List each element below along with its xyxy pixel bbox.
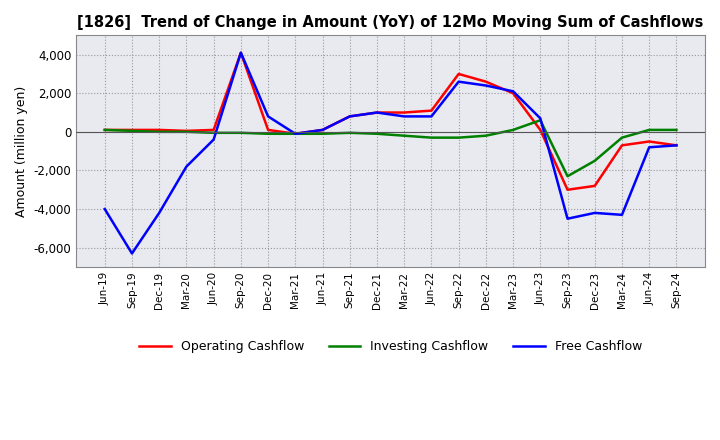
Operating Cashflow [237,50,246,55]
Investing Cashflow [291,131,300,136]
Investing Cashflow [155,129,163,135]
Operating Cashflow [346,114,354,119]
Free Cashflow [482,83,490,88]
Free Cashflow [264,114,272,119]
Line: Investing Cashflow: Investing Cashflow [104,120,676,176]
Free Cashflow [563,216,572,221]
Investing Cashflow [427,135,436,140]
Investing Cashflow [590,158,599,163]
Free Cashflow [318,127,327,132]
Investing Cashflow [318,131,327,136]
Free Cashflow [645,145,654,150]
Free Cashflow [454,79,463,84]
Investing Cashflow [346,130,354,136]
Investing Cashflow [482,133,490,138]
Operating Cashflow [210,127,218,132]
Free Cashflow [400,114,408,119]
Investing Cashflow [509,127,518,132]
Investing Cashflow [536,117,544,123]
Operating Cashflow [645,139,654,144]
Investing Cashflow [618,135,626,140]
Free Cashflow [127,251,136,256]
Y-axis label: Amount (million yen): Amount (million yen) [15,85,28,217]
Investing Cashflow [264,131,272,136]
Free Cashflow [618,212,626,217]
Investing Cashflow [373,131,382,136]
Operating Cashflow [127,127,136,132]
Operating Cashflow [427,108,436,113]
Free Cashflow [155,210,163,216]
Line: Operating Cashflow: Operating Cashflow [104,53,676,190]
Line: Free Cashflow: Free Cashflow [104,53,676,253]
Operating Cashflow [264,127,272,132]
Operating Cashflow [509,91,518,96]
Investing Cashflow [400,133,408,138]
Free Cashflow [672,143,680,148]
Investing Cashflow [672,127,680,132]
Free Cashflow [182,164,191,169]
Operating Cashflow [100,127,109,132]
Free Cashflow [536,116,544,121]
Operating Cashflow [318,127,327,132]
Free Cashflow [237,50,246,55]
Free Cashflow [291,131,300,136]
Free Cashflow [590,210,599,216]
Operating Cashflow [373,110,382,115]
Investing Cashflow [237,130,246,136]
Title: [1826]  Trend of Change in Amount (YoY) of 12Mo Moving Sum of Cashflows: [1826] Trend of Change in Amount (YoY) o… [77,15,703,30]
Free Cashflow [100,206,109,212]
Free Cashflow [509,89,518,94]
Investing Cashflow [645,127,654,132]
Operating Cashflow [400,110,408,115]
Operating Cashflow [618,143,626,148]
Operating Cashflow [590,183,599,188]
Investing Cashflow [100,127,109,132]
Free Cashflow [346,114,354,119]
Legend: Operating Cashflow, Investing Cashflow, Free Cashflow: Operating Cashflow, Investing Cashflow, … [134,335,647,358]
Free Cashflow [427,114,436,119]
Investing Cashflow [210,130,218,136]
Investing Cashflow [127,128,136,133]
Operating Cashflow [155,127,163,132]
Operating Cashflow [182,128,191,133]
Operating Cashflow [563,187,572,192]
Operating Cashflow [482,79,490,84]
Investing Cashflow [454,135,463,140]
Operating Cashflow [672,143,680,148]
Operating Cashflow [454,71,463,77]
Free Cashflow [373,110,382,115]
Operating Cashflow [536,127,544,132]
Operating Cashflow [291,131,300,136]
Free Cashflow [210,137,218,142]
Investing Cashflow [563,174,572,179]
Investing Cashflow [182,129,191,135]
